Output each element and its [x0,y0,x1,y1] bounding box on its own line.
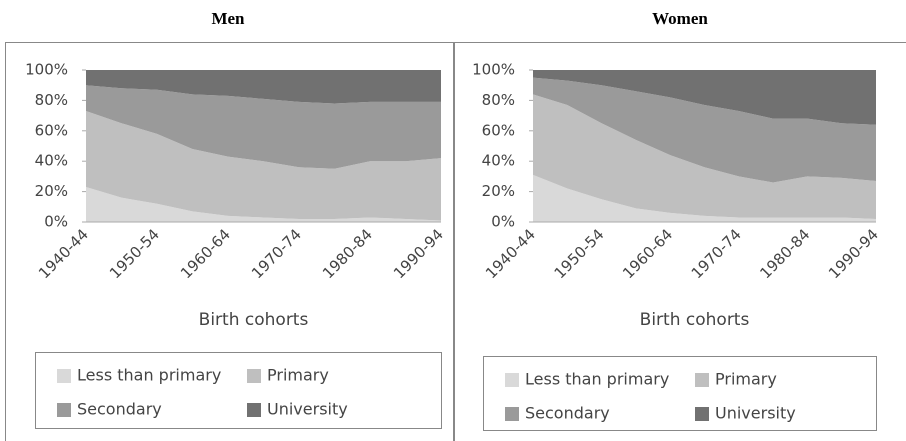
area [533,70,876,125]
y-tick-label: 40% [35,152,68,170]
legend-label: Secondary [77,400,162,419]
legend-label: University [267,400,348,419]
legend-label: University [715,404,796,423]
x-tick-label: 1980-84 [756,225,813,282]
area [86,85,441,169]
x-tick-label: 1970-74 [688,225,745,282]
legend-box [35,352,442,429]
x-tick-label: 1950-54 [106,225,163,282]
x-tick-label: 1950-54 [551,225,608,282]
x-tick-label: 1970-74 [248,225,305,282]
legend-swatch [505,407,519,421]
y-tick-label: 40% [482,152,515,170]
area [533,174,876,222]
x-tick-label: 1990-94 [825,225,882,282]
x-tick-label: 1940-44 [482,225,539,282]
y-tick-label: 60% [35,121,68,139]
legend-swatch [247,369,261,383]
x-axis-label: Birth cohorts [640,310,750,330]
y-tick-label: 100% [25,61,68,79]
area [533,77,876,183]
y-tick-label: 20% [35,182,68,200]
panel-frame [5,42,454,441]
y-tick-label: 80% [35,91,68,109]
x-tick-label: 1960-64 [177,225,234,282]
x-axis-label: Birth cohorts [199,310,309,330]
area [86,187,441,222]
legend-label: Less than primary [525,370,669,389]
y-tick-label: 60% [482,121,515,139]
x-tick-label: 1940-44 [35,225,92,282]
y-tick-label: 0% [491,213,515,231]
y-tick-label: 80% [482,91,515,109]
legend-swatch [247,403,261,417]
y-tick-label: 20% [482,182,515,200]
legend-swatch [505,373,519,387]
y-tick-label: 100% [472,61,515,79]
legend-swatch [57,369,71,383]
legend-swatch [695,373,709,387]
x-tick-label: 1960-64 [619,225,676,282]
x-tick-label: 1980-84 [319,225,376,282]
area [533,94,876,219]
legend-label: Primary [267,366,329,385]
y-tick-label: 0% [44,213,68,231]
area [86,111,441,221]
legend-label: Primary [715,370,777,389]
x-tick-label: 1990-94 [390,225,447,282]
legend-swatch [695,407,709,421]
legend-box [483,356,877,431]
legend-label: Less than primary [77,366,221,385]
legend-swatch [57,403,71,417]
chart-title: Men [211,9,245,28]
panel-frame [454,42,906,441]
area [86,70,441,104]
legend-label: Secondary [525,404,610,423]
chart-title: Women [652,9,708,28]
